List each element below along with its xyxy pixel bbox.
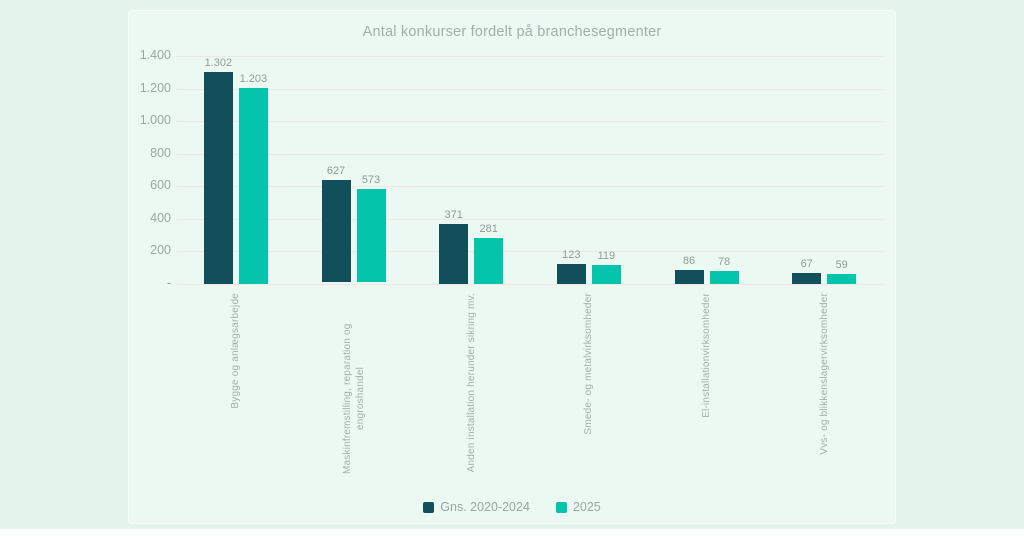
bar-2025[interactable] <box>474 238 504 284</box>
bars-row: 123 119 <box>530 56 648 284</box>
y-axis-tick-label: 600 <box>150 178 171 192</box>
bar-group: 1.302 1.203 Bygge og anlægsarbejde <box>177 56 295 506</box>
bar-group: 627 573 Maskinfremstilling, reparation og … <box>295 56 413 506</box>
category-label: Maskinfremstilling, reparation og engros… <box>341 323 366 474</box>
gridline <box>177 121 883 122</box>
plot-area: 1.302 1.203 Bygge og anlægsarbejde 627 573 Ma… <box>177 56 883 506</box>
chart-legend: Gns. 2020-2024 2025 <box>129 500 895 514</box>
bar-column: 78 <box>709 256 739 284</box>
bar-2025[interactable] <box>709 271 739 284</box>
y-axis-tick-label: 400 <box>150 211 171 225</box>
bars-row: 67 59 <box>765 56 883 284</box>
bar-2025[interactable] <box>238 88 268 284</box>
category-label: Vvs- og blikkenslagervirksomheder <box>818 293 830 455</box>
gridline <box>177 186 883 187</box>
bar-value-label: 627 <box>326 165 346 177</box>
category-label: El-installationvirksomheder <box>701 293 713 418</box>
legend-label-gns-2020-2024: Gns. 2020-2024 <box>440 500 530 514</box>
bar-column: 573 <box>356 174 386 282</box>
bar-column: 371 <box>439 209 469 284</box>
bar-group: 123 119 Smede- og metalvirksomheder <box>530 56 648 506</box>
bars-row: 1.302 1.203 <box>177 56 295 284</box>
y-axis-tick-label: 1.000 <box>139 113 171 127</box>
bar-2025[interactable] <box>591 265 621 284</box>
category-label: Bygge og anlægsarbejde <box>230 293 242 409</box>
bar-column: 119 <box>591 250 621 284</box>
bar-column: 123 <box>556 249 586 284</box>
gridline <box>177 56 883 57</box>
chart-card: Antal konkurser fordelt på branchesegmen… <box>128 10 896 524</box>
bar-value-label: 1.302 <box>204 57 233 69</box>
bar-gns-2020-2024[interactable] <box>439 224 469 284</box>
bar-gns-2020-2024[interactable] <box>556 264 586 284</box>
y-axis-tick-label: 1.400 <box>139 48 171 62</box>
bar-gns-2020-2024[interactable] <box>674 270 704 284</box>
category-label-area: Vvs- og blikkenslagervirksomheder <box>765 284 883 506</box>
legend-item-gns-2020-2024[interactable]: Gns. 2020-2024 <box>423 500 530 514</box>
y-axis: 1.400 1.200 1.000 800 600 400 200 - <box>129 48 171 296</box>
y-axis-tick-label: - <box>166 276 171 290</box>
bar-2025[interactable] <box>356 189 386 282</box>
bar-value-label: 1.203 <box>239 73 268 85</box>
category-label-area: Anden installation herunder sikring mv. <box>412 284 530 506</box>
bar-gns-2020-2024[interactable] <box>321 180 351 282</box>
category-label-area: Smede- og metalvirksomheder <box>530 284 648 506</box>
gridline <box>177 89 883 90</box>
bar-group: 371 281 Anden installation herunder sikrin… <box>412 56 530 506</box>
bar-gns-2020-2024[interactable] <box>792 273 822 284</box>
category-label: Smede- og metalvirksomheder <box>583 293 595 435</box>
y-axis-tick-label: 1.200 <box>139 81 171 95</box>
bar-group: 86 78 El-installationvirksomheder <box>648 56 766 506</box>
category-label-area: El-installationvirksomheder <box>648 284 766 506</box>
bar-column: 627 <box>321 165 351 282</box>
bar-column: 86 <box>674 255 704 284</box>
gridlines-layer <box>177 56 883 285</box>
bar-value-label: 281 <box>479 223 498 235</box>
category-label: Anden installation herunder sikring mv. <box>465 293 477 473</box>
bar-value-label: 119 <box>597 250 616 262</box>
gridline <box>177 154 883 155</box>
bars-row: 627 573 <box>295 56 413 282</box>
legend-item-2025[interactable]: 2025 <box>555 500 601 514</box>
gridline <box>177 284 883 285</box>
legend-swatch-turquoise-icon <box>555 501 567 513</box>
y-axis-tick-label: 200 <box>150 243 171 257</box>
bar-value-label: 67 <box>800 258 813 270</box>
category-label-area: Bygge og anlægsarbejde <box>177 284 295 506</box>
y-axis-tick-label: 800 <box>150 146 171 160</box>
legend-swatch-dark-teal-icon <box>423 501 435 513</box>
bar-column: 1.203 <box>238 73 268 284</box>
bar-column: 59 <box>827 259 857 284</box>
bar-value-label: 78 <box>717 256 731 268</box>
category-label-area: Maskinfremstilling, reparation og engros… <box>295 282 413 506</box>
bar-group: 67 59 Vvs- og blikkenslagervirksomheder <box>765 56 883 506</box>
bars-row: 371 281 <box>412 56 530 284</box>
bar-gns-2020-2024[interactable] <box>203 72 233 284</box>
legend-label-2025: 2025 <box>572 500 601 514</box>
bar-2025[interactable] <box>827 274 857 284</box>
bar-column: 67 <box>792 258 822 284</box>
chart-title: Antal konkurser fordelt på branchesegmen… <box>362 24 662 40</box>
bars-row: 86 78 <box>648 56 766 284</box>
gridline <box>177 251 883 252</box>
bar-value-label: 123 <box>562 249 581 261</box>
bar-column: 281 <box>474 223 504 284</box>
gridline <box>177 219 883 220</box>
bar-value-label: 371 <box>444 209 463 221</box>
bar-value-label: 573 <box>361 174 381 186</box>
bottom-strip <box>0 529 1024 536</box>
bar-column: 1.302 <box>203 57 233 284</box>
bar-value-label: 86 <box>682 255 696 267</box>
bar-value-label: 59 <box>835 259 848 271</box>
